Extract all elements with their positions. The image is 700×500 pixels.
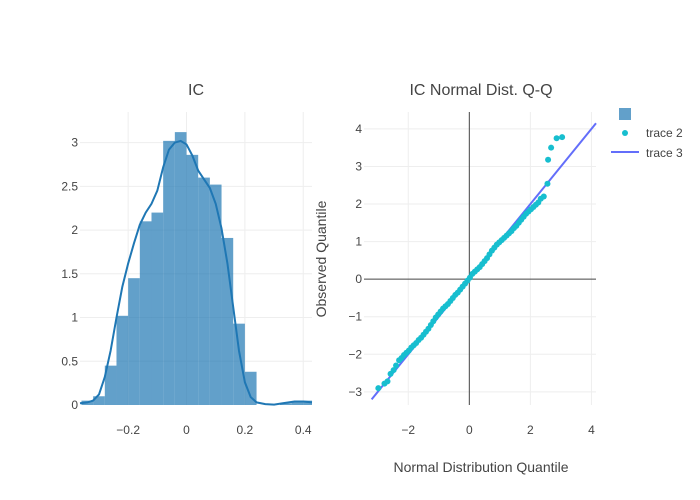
qq-points [375,134,566,392]
hist-y-tick-label: 2.5 [61,179,78,193]
histogram-kde-curve [79,139,313,406]
histogram-bar [174,132,187,405]
hist-y-tick-label: 3 [71,136,78,150]
hist-y-tick-label: 2 [71,223,78,237]
histogram-bar [93,396,105,405]
qq-x-ticks: −2 0 2 4 [401,423,595,437]
histogram-bar [128,278,140,405]
legend: trace 2 trace 3 [611,108,683,160]
histogram-bar [209,184,222,405]
hist-x-tick-label: 0.2 [237,423,254,437]
histogram-bar [139,221,152,405]
qq-x-tick-label: −2 [401,423,415,437]
legend-item-2-label[interactable]: trace 2 [646,126,683,140]
histogram-bar [104,365,117,405]
hist-x-tick-label: −0.2 [116,423,140,437]
histogram-bar [163,140,175,406]
qq-plot-panel: −3 −2 −1 0 1 2 3 4 −2 0 2 4 IC Normal Dist. Q-Q No… [313,82,597,475]
legend-item-3-label[interactable]: trace 3 [646,146,683,160]
qq-y-axis-label: Observed Quantile [313,200,329,317]
qq-gridlines [364,112,596,405]
histogram-bar [244,371,257,405]
qq-point [540,193,547,200]
qq-title: IC Normal Dist. Q-Q [409,82,552,99]
qq-point [553,135,560,142]
histogram-y-ticks: 0 0.5 1 1.5 2 2.5 3 [61,136,78,412]
histogram-panel: 0 0.5 1 1.5 2 2.5 3 −0.2 0 0.2 0.4 IC [61,82,313,437]
qq-point [559,134,566,141]
qq-y-tick-label: 2 [355,197,362,211]
histogram-bar [151,212,164,405]
qq-point [375,385,382,392]
hist-y-tick-label: 0 [71,398,78,412]
qq-y-tick-label: −2 [348,347,362,361]
hist-x-tick-label: 0 [183,423,190,437]
histogram-bar [221,237,234,405]
qq-point [545,156,552,163]
qq-y-tick-label: 0 [355,272,362,286]
qq-y-tick-label: −1 [348,310,362,324]
histogram-bar [116,315,129,405]
qq-point [544,180,551,187]
qq-zero-lines [364,112,596,405]
histogram-bar [233,323,245,405]
legend-item-2-marker[interactable] [622,130,628,136]
qq-point [390,367,397,374]
qq-y-tick-label: 1 [355,235,362,249]
qq-point [548,144,555,151]
qq-x-tick-label: 2 [527,423,534,437]
qq-point [384,378,391,385]
histogram-bar [279,403,292,405]
histogram-bars [81,132,312,406]
qq-x-tick-label: 0 [466,423,473,437]
qq-y-tick-label: −3 [348,385,362,399]
qq-y-tick-label: 3 [355,159,362,173]
legend-item-1-swatch[interactable] [619,108,631,120]
hist-y-tick-label: 0.5 [61,354,78,368]
qq-point [393,362,400,369]
qq-y-ticks: −3 −2 −1 0 1 2 3 4 [348,122,362,399]
hist-x-tick-label: 0.4 [295,423,312,437]
hist-y-tick-label: 1 [71,311,78,325]
qq-x-tick-label: 4 [588,423,595,437]
histogram-bar [198,177,210,405]
histogram-x-ticks: −0.2 0 0.2 0.4 [116,423,312,437]
histogram-title: IC [188,82,204,99]
qq-x-axis-label: Normal Distribution Quantile [393,459,568,475]
qq-y-tick-label: 4 [355,122,362,136]
histogram-bar [291,401,304,405]
kde-line [79,139,313,406]
histogram-bar [186,154,199,405]
hist-y-tick-label: 1.5 [61,267,78,281]
